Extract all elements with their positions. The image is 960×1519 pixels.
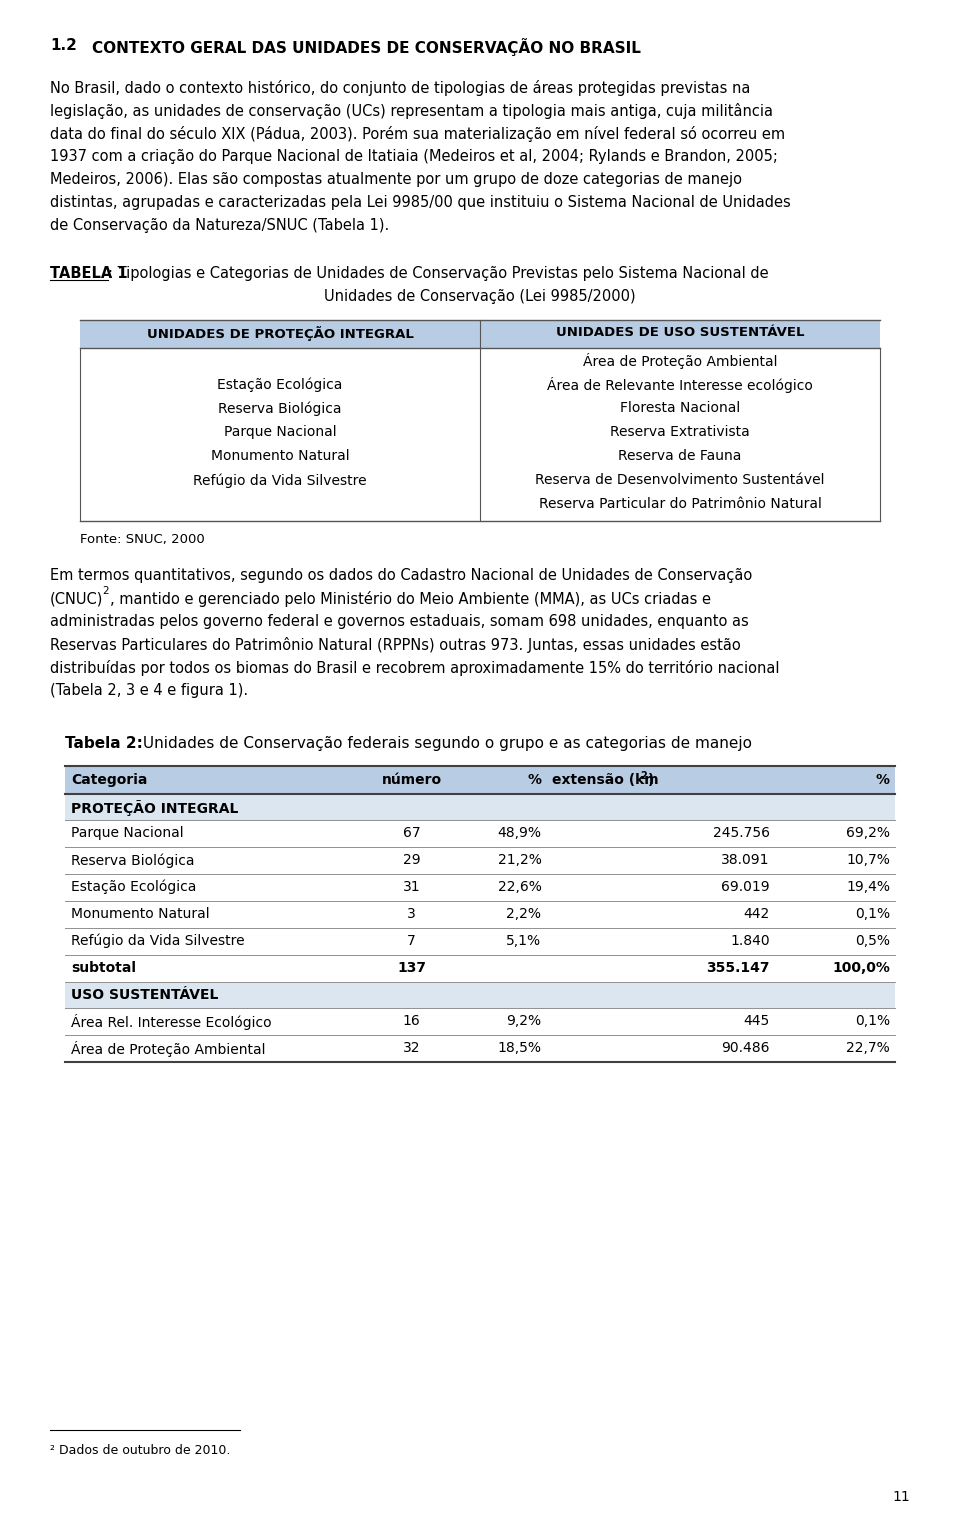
Text: Reserva Extrativista: Reserva Extrativista (611, 425, 750, 439)
Text: 0,1%: 0,1% (854, 907, 890, 921)
Text: subtotal: subtotal (71, 962, 136, 975)
Text: 38.091: 38.091 (721, 854, 770, 867)
Text: número: número (381, 773, 442, 787)
Text: 32: 32 (403, 1041, 420, 1056)
Text: %: % (527, 773, 541, 787)
Text: , mantido e gerenciado pelo Ministério do Meio Ambiente (MMA), as UCs criadas e: , mantido e gerenciado pelo Ministério d… (110, 591, 711, 608)
Text: Monumento Natural: Monumento Natural (210, 450, 349, 463)
Text: Estação Ecológica: Estação Ecológica (71, 880, 197, 895)
Text: 10,7%: 10,7% (846, 854, 890, 867)
Text: PROTEÇÃO INTEGRAL: PROTEÇÃO INTEGRAL (71, 801, 238, 816)
Text: Em termos quantitativos, segundo os dados do Cadastro Nacional de Unidades de Co: Em termos quantitativos, segundo os dado… (50, 568, 753, 583)
Text: 355.147: 355.147 (707, 962, 770, 975)
Text: Refúgio da Vida Silvestre: Refúgio da Vida Silvestre (193, 472, 367, 488)
Bar (65, 766, 895, 794)
Text: 2,2%: 2,2% (507, 907, 541, 921)
Text: Área de Proteção Ambiental: Área de Proteção Ambiental (583, 352, 778, 369)
Text: 21,2%: 21,2% (497, 854, 541, 867)
Text: : Tipologias e Categorias de Unidades de Conservação Previstas pelo Sistema Naci: : Tipologias e Categorias de Unidades de… (108, 266, 769, 281)
Text: Unidades de Conservação (Lei 9985/2000): Unidades de Conservação (Lei 9985/2000) (324, 289, 636, 304)
Text: Reserva de Desenvolvimento Sustentável: Reserva de Desenvolvimento Sustentável (536, 472, 825, 488)
Text: 22,6%: 22,6% (497, 880, 541, 895)
Text: 18,5%: 18,5% (497, 1041, 541, 1056)
Text: 48,9%: 48,9% (497, 826, 541, 840)
Text: Área de Relevante Interesse ecológico: Área de Relevante Interesse ecológico (547, 377, 813, 393)
Text: CONTEXTO GERAL DAS UNIDADES DE CONSERVAÇÃO NO BRASIL: CONTEXTO GERAL DAS UNIDADES DE CONSERVAÇ… (92, 38, 641, 56)
Text: 16: 16 (402, 1015, 420, 1028)
Text: Reserva Biológica: Reserva Biológica (218, 401, 342, 416)
Text: No Brasil, dado o contexto histórico, do conjunto de tipologias de áreas protegi: No Brasil, dado o contexto histórico, do… (50, 81, 751, 96)
Text: extensão (km: extensão (km (552, 773, 659, 787)
Text: Parque Nacional: Parque Nacional (224, 425, 336, 439)
Text: UNIDADES DE USO SUSTENTÁVEL: UNIDADES DE USO SUSTENTÁVEL (556, 327, 804, 339)
Text: 2: 2 (102, 586, 108, 595)
Text: 22,7%: 22,7% (847, 1041, 890, 1056)
Text: (Tabela 2, 3 e 4 e figura 1).: (Tabela 2, 3 e 4 e figura 1). (50, 684, 248, 699)
Text: 0,1%: 0,1% (854, 1015, 890, 1028)
Text: 67: 67 (402, 826, 420, 840)
Bar (65, 981, 895, 1009)
Text: ): ) (647, 773, 654, 787)
Text: Categoria: Categoria (71, 773, 148, 787)
Text: Monumento Natural: Monumento Natural (71, 907, 209, 921)
Text: administradas pelos governo federal e governos estaduais, somam 698 unidades, en: administradas pelos governo federal e go… (50, 614, 749, 629)
Text: TABELA 1: TABELA 1 (50, 266, 128, 281)
Text: USO SUSTENTÁVEL: USO SUSTENTÁVEL (71, 987, 218, 1003)
Text: UNIDADES DE PROTEÇÃO INTEGRAL: UNIDADES DE PROTEÇÃO INTEGRAL (147, 327, 414, 340)
Text: distribuídas por todos os biomas do Brasil e recobrem aproximadamente 15% do ter: distribuídas por todos os biomas do Bras… (50, 659, 780, 676)
Text: 29: 29 (402, 854, 420, 867)
Text: 90.486: 90.486 (721, 1041, 770, 1056)
Text: Medeiros, 2006). Elas são compostas atualmente por um grupo de doze categorias d: Medeiros, 2006). Elas são compostas atua… (50, 172, 742, 187)
Text: 7: 7 (407, 934, 416, 948)
Text: Reserva de Fauna: Reserva de Fauna (618, 450, 742, 463)
Text: 31: 31 (402, 880, 420, 895)
Text: %: % (876, 773, 890, 787)
Text: Área Rel. Interesse Ecológico: Área Rel. Interesse Ecológico (71, 1015, 272, 1030)
Text: 69.019: 69.019 (721, 880, 770, 895)
Text: 1937 com a criação do Parque Nacional de Itatiaia (Medeiros et al, 2004; Rylands: 1937 com a criação do Parque Nacional de… (50, 149, 778, 164)
Text: 2: 2 (640, 772, 647, 781)
Text: 69,2%: 69,2% (846, 826, 890, 840)
Text: de Conservação da Natureza/SNUC (Tabela 1).: de Conservação da Natureza/SNUC (Tabela … (50, 219, 389, 232)
Text: 5,1%: 5,1% (506, 934, 541, 948)
Text: 11: 11 (892, 1490, 910, 1504)
Text: ² Dados de outubro de 2010.: ² Dados de outubro de 2010. (50, 1445, 230, 1457)
Text: 445: 445 (743, 1015, 770, 1028)
Text: Fonte: SNUC, 2000: Fonte: SNUC, 2000 (80, 533, 204, 545)
Text: Estação Ecológica: Estação Ecológica (217, 377, 343, 392)
Text: 0,5%: 0,5% (855, 934, 890, 948)
Text: Tabela 2:: Tabela 2: (65, 737, 143, 750)
Text: Reservas Particulares do Patrimônio Natural (RPPNs) outras 973. Juntas, essas un: Reservas Particulares do Patrimônio Natu… (50, 636, 741, 653)
Bar (80, 321, 880, 348)
Text: 442: 442 (743, 907, 770, 921)
Text: legislação, as unidades de conservação (UCs) representam a tipologia mais antiga: legislação, as unidades de conservação (… (50, 103, 773, 118)
Text: Reserva Biológica: Reserva Biológica (71, 854, 195, 867)
Text: 9,2%: 9,2% (506, 1015, 541, 1028)
Text: Parque Nacional: Parque Nacional (71, 826, 183, 840)
Text: Reserva Particular do Patrimônio Natural: Reserva Particular do Patrimônio Natural (539, 497, 822, 510)
Text: data do final do século XIX (Pádua, 2003). Porém sua materialização em nível fed: data do final do século XIX (Pádua, 2003… (50, 126, 785, 141)
Text: (CNUC): (CNUC) (50, 591, 104, 606)
Bar (65, 794, 895, 820)
Text: distintas, agrupadas e caracterizadas pela Lei 9985/00 que instituiu o Sistema N: distintas, agrupadas e caracterizadas pe… (50, 194, 791, 210)
Text: 1.2: 1.2 (50, 38, 77, 53)
Text: 1.840: 1.840 (730, 934, 770, 948)
Text: 137: 137 (397, 962, 426, 975)
Text: 3: 3 (407, 907, 416, 921)
Text: Área de Proteção Ambiental: Área de Proteção Ambiental (71, 1041, 266, 1057)
Text: Refúgio da Vida Silvestre: Refúgio da Vida Silvestre (71, 934, 245, 948)
Text: 19,4%: 19,4% (846, 880, 890, 895)
Text: Unidades de Conservação federais segundo o grupo e as categorias de manejo: Unidades de Conservação federais segundo… (138, 737, 752, 750)
Text: 100,0%: 100,0% (832, 962, 890, 975)
Text: Floresta Nacional: Floresta Nacional (620, 401, 740, 415)
Text: 245.756: 245.756 (712, 826, 770, 840)
